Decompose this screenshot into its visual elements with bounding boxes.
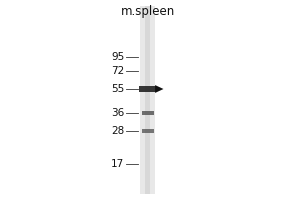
- Bar: [139, 86, 156, 92]
- Bar: [145, 6, 150, 194]
- Text: 36: 36: [111, 108, 124, 118]
- Bar: [142, 111, 154, 115]
- Text: 55: 55: [111, 84, 124, 94]
- Text: 28: 28: [111, 126, 124, 136]
- Polygon shape: [155, 85, 164, 93]
- Text: 95: 95: [111, 52, 124, 62]
- Bar: [142, 129, 154, 133]
- Text: 72: 72: [111, 66, 124, 76]
- Text: m.spleen: m.spleen: [121, 4, 175, 18]
- Bar: [140, 6, 155, 194]
- Text: 17: 17: [111, 159, 124, 169]
